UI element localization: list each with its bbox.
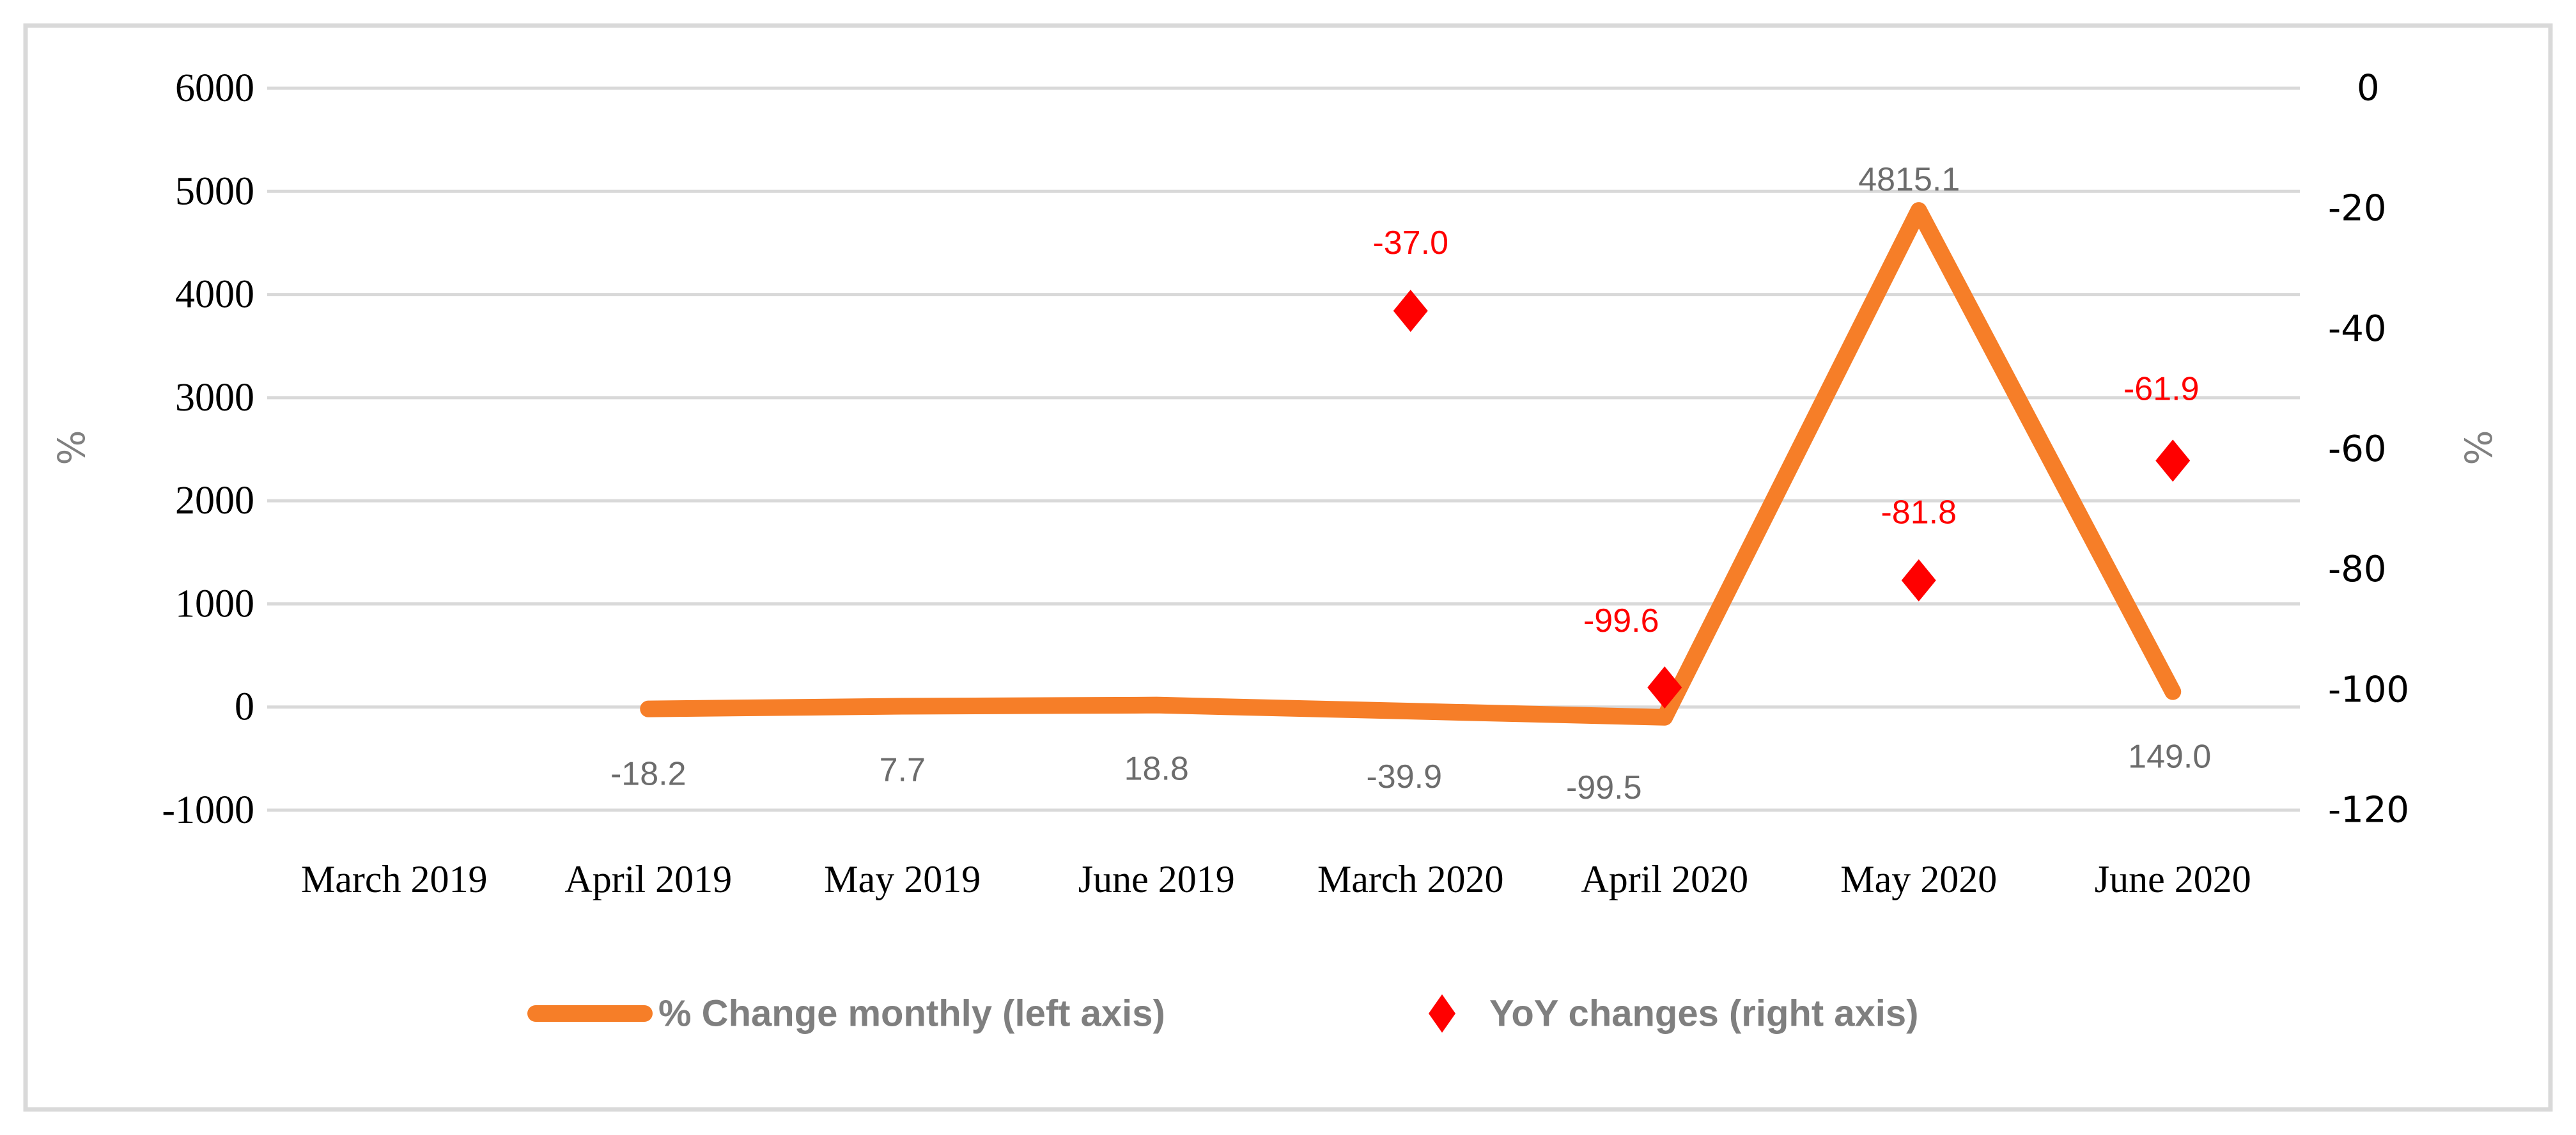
- right-axis-tick-label: -100: [2328, 669, 2409, 710]
- left-axis-tick-label: -1000: [162, 788, 254, 832]
- right-axis-tick-label: -80: [2328, 549, 2386, 590]
- monthly-change-line: [640, 202, 2182, 726]
- legend-diamond-swatch-icon: [1429, 994, 1455, 1033]
- left-axis-tick-label: 2000: [175, 479, 254, 522]
- yoy-diamond-marker: [1647, 666, 1682, 709]
- x-axis-label: March 2019: [301, 858, 488, 900]
- right-axis-tick-label: 0: [2357, 68, 2380, 109]
- x-axis-label: March 2020: [1317, 858, 1504, 900]
- x-axis-labels-group: March 2019 April 2019 May 2019 June 2019 Mar…: [301, 858, 2251, 900]
- left-axis-ticks-group: 6000 5000 4000 3000 2000 1000 0 -1000: [162, 67, 254, 832]
- x-axis-label: April 2020: [1581, 858, 1748, 900]
- x-axis-label: April 2019: [564, 858, 732, 900]
- line-data-label: 7.7: [880, 751, 926, 788]
- line-data-label: -39.9: [1366, 758, 1442, 795]
- x-axis-label: May 2019: [824, 858, 981, 900]
- x-axis-label: May 2020: [1840, 858, 1997, 900]
- left-axis-tick-label: 4000: [175, 273, 254, 317]
- x-axis-label: June 2020: [2095, 858, 2251, 900]
- yoy-data-label: -61.9: [2123, 370, 2200, 407]
- yoy-diamond-marker: [2155, 439, 2191, 482]
- legend: % Change monthly (left axis) YoY changes …: [527, 993, 1918, 1035]
- yoy-data-label: -99.6: [1583, 602, 1659, 639]
- left-axis-tick-label: 1000: [175, 582, 254, 625]
- line-data-labels-group: -18.2 7.7 18.8 -39.9 -99.5 4815.1 149.0: [610, 161, 2211, 806]
- left-axis-tick-label: 3000: [175, 376, 254, 419]
- right-axis-tick-label: -20: [2328, 188, 2386, 230]
- right-axis-ticks-group: 0 -20 -40 -60 -80 -100 -120: [2328, 68, 2409, 831]
- left-axis-tick-label: 0: [235, 685, 254, 729]
- yoy-diamond-marker: [1901, 559, 1936, 602]
- line-data-label: -18.2: [610, 756, 687, 793]
- yoy-diamond-marker: [1393, 290, 1428, 333]
- yoy-data-label: -37.0: [1372, 224, 1448, 262]
- line-data-label: -99.5: [1566, 769, 1642, 806]
- right-axis-title: %: [2457, 430, 2501, 465]
- legend-item-yoy-changes-label: YoY changes (right axis): [1489, 993, 1918, 1035]
- yoy-data-labels-group: -37.0 -99.6 -81.8 -61.9: [1372, 224, 2199, 639]
- legend-item-monthly-change-label: % Change monthly (left axis): [658, 993, 1165, 1035]
- line-data-label: 149.0: [2128, 739, 2211, 776]
- x-axis-label: June 2019: [1078, 858, 1235, 900]
- yoy-data-label: -81.8: [1881, 494, 1957, 531]
- right-axis-tick-label: -60: [2328, 428, 2386, 470]
- gridlines-group: [267, 86, 2300, 812]
- right-axis-tick-label: -120: [2328, 790, 2409, 831]
- left-axis-tick-label: 5000: [175, 169, 254, 213]
- yoy-markers-group: [1393, 290, 2191, 709]
- left-axis-title: %: [50, 430, 93, 465]
- line-data-label: 4815.1: [1858, 161, 1960, 198]
- right-axis-tick-label: -40: [2328, 308, 2386, 350]
- line-data-label: 18.8: [1124, 751, 1189, 788]
- chart-frame-border: [23, 23, 2553, 1112]
- left-axis-tick-label: 6000: [175, 67, 254, 110]
